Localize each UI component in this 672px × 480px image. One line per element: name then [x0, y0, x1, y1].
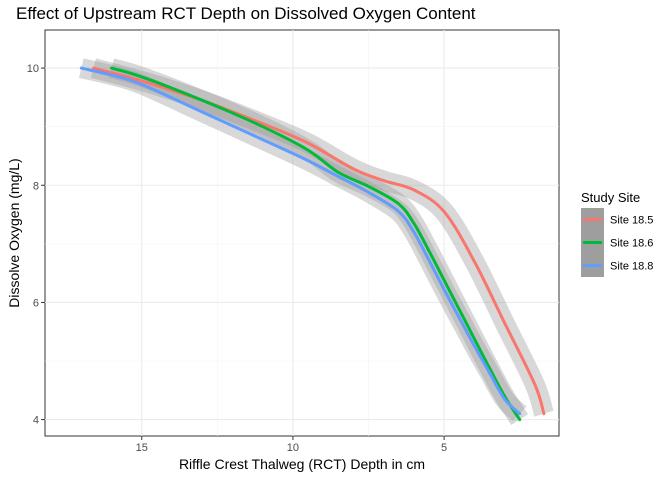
- legend-label: Site 18.6: [610, 238, 653, 250]
- legend: Study Site Site 18.5 Site 18.6 Site 18.8: [581, 190, 653, 277]
- y-tick-label: 8: [33, 180, 39, 192]
- chart-title: Effect of Upstream RCT Depth on Dissolve…: [16, 4, 476, 23]
- plot-panel: [44, 29, 560, 437]
- y-tick-label: 10: [27, 63, 39, 75]
- axis-ticks: 15 10 5 4 6 8 10: [27, 63, 447, 454]
- y-tick-label: 6: [33, 297, 39, 309]
- gridlines: [45, 30, 559, 436]
- legend-label: Site 18.5: [610, 215, 653, 227]
- x-tick-label: 10: [287, 442, 299, 454]
- legend-title: Study Site: [581, 190, 640, 205]
- series-line: [110, 66, 522, 422]
- legend-item: Site 18.6: [581, 231, 653, 254]
- legend-label: Site 18.8: [610, 261, 653, 273]
- series-line: [79, 66, 522, 416]
- x-tick-label: 15: [136, 442, 148, 454]
- y-tick-label: 4: [33, 415, 39, 427]
- x-tick-label: 5: [441, 442, 447, 454]
- legend-item: Site 18.5: [581, 208, 653, 231]
- x-axis-title: Riffle Crest Thalweg (RCT) Depth in cm: [179, 456, 425, 472]
- y-axis-title: Dissolve Oxygen (mg/L): [6, 158, 22, 307]
- legend-item: Site 18.8: [581, 254, 653, 277]
- series-lines: [79, 66, 546, 422]
